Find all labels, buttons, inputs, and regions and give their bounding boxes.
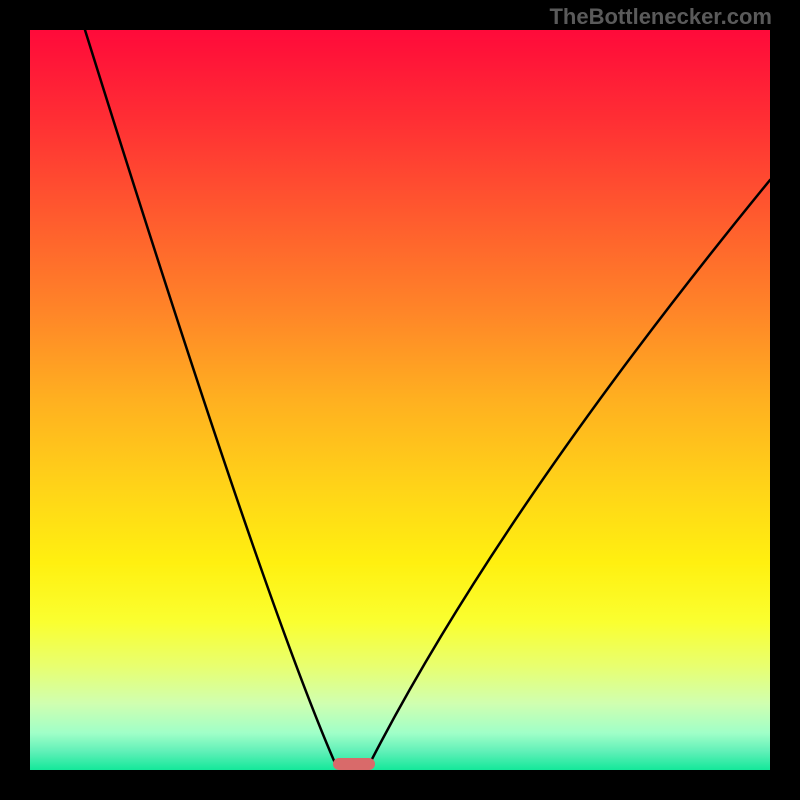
bottleneck-marker [333, 758, 375, 770]
plot-area [30, 30, 770, 770]
curve-path [85, 30, 770, 763]
watermark-text: TheBottlenecker.com [549, 4, 772, 30]
v-curve [30, 30, 770, 770]
chart-container: TheBottlenecker.com [0, 0, 800, 800]
